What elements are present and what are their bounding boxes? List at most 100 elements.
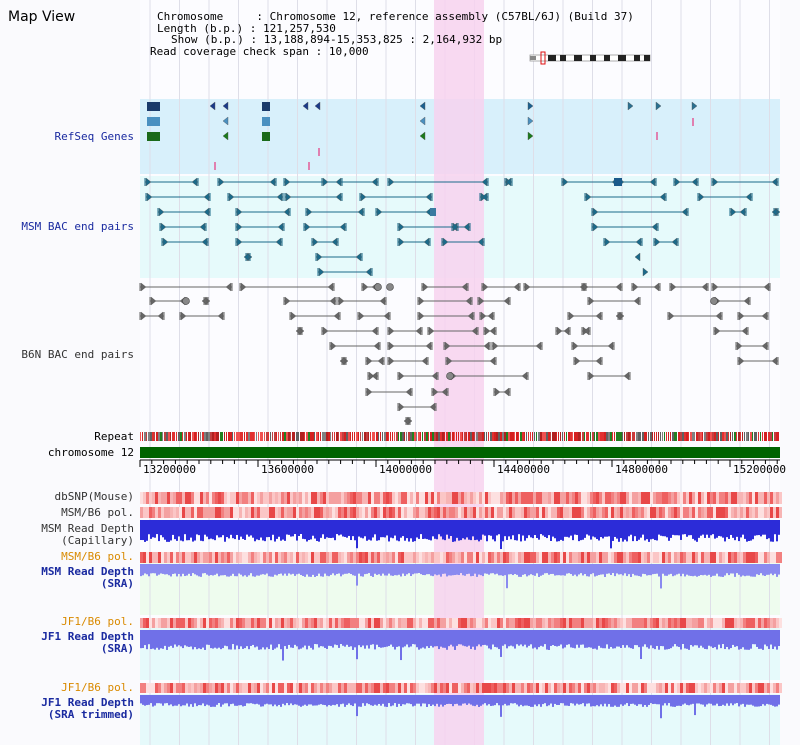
polymorphism-cell [545,507,548,518]
polymorphism-cell [167,492,170,504]
polymorphism-cell [515,507,518,518]
read-depth-bar [424,520,426,539]
read-depth-bar [152,695,154,707]
polymorphism-cell [653,618,656,628]
polymorphism-cell [677,683,680,693]
polymorphism-cell [335,507,338,518]
jf1-depth-sra-label[interactable]: JF1 Read Depth [41,630,134,643]
repeat-segment [510,432,512,441]
jf1-depth-trimmed-label[interactable]: JF1 Read Depth [41,696,134,709]
msm-depth-sra-label-2[interactable]: (SRA) [100,577,134,590]
repeat-segment [668,432,669,441]
polymorphism-cell [584,683,587,693]
read-depth-bar [574,564,576,575]
read-depth-bar [424,695,426,704]
repeat-segment [374,432,375,441]
feature-arrow [651,222,658,232]
repeat-segment [686,432,688,441]
msm-bac-label[interactable]: MSM BAC end pairs [21,220,134,233]
read-depth-bar [584,564,586,575]
polymorphism-cell [425,552,428,563]
read-depth-bar [512,564,514,576]
polymorphism-tracks[interactable] [140,492,782,693]
jf1-depth-sra-label-2[interactable]: (SRA) [100,642,134,655]
chromosome-ideogram[interactable] [529,51,651,65]
read-depth-bar [636,695,638,706]
repeat-segment [676,432,677,441]
msm-depth-sra-label[interactable]: MSM Read Depth [41,565,134,578]
dbsnp-label[interactable]: dbSNP(Mouse) [54,490,134,503]
polymorphism-cell [212,492,215,504]
polymorphism-cell [752,507,755,518]
read-depth-bar [518,630,520,646]
polymorphism-cell [278,492,281,504]
polymorphism-cell [680,507,683,518]
read-depth-bar [392,520,394,539]
jf1-b6-pol-label-2[interactable]: JF1/B6 pol. [61,681,134,694]
polymorphism-cell [311,683,314,693]
polymorphism-cell [449,683,452,693]
repeat-segment [708,432,710,441]
feature-arrow [595,311,602,321]
read-depth-bar [458,695,460,706]
track-features[interactable] [139,101,781,426]
repeat-segment [444,432,445,441]
repeat-segment [440,432,442,441]
polymorphism-cell [755,552,758,563]
repeat-track[interactable] [140,432,779,441]
read-depth-bar [194,564,196,575]
repeat-segment [470,432,472,441]
polymorphism-cell [632,683,635,693]
read-depth-bar [298,564,300,574]
read-depth-bar [644,695,646,706]
read-depth-bar [572,520,574,541]
read-depth-bar [706,564,708,576]
repeat-segment [382,432,383,441]
read-depth-bar [532,630,534,649]
read-depth-bar [524,564,526,575]
read-depth-bar [506,630,508,649]
feature-arrow [521,371,528,381]
read-depth-bar [492,695,494,706]
read-depth-bar [306,695,308,706]
read-depth-bar [220,520,222,538]
read-depth-bar [592,695,594,707]
polymorphism-cell [716,618,719,628]
read-depth-bar [446,630,448,650]
jf1-b6-pol-label-1[interactable]: JF1/B6 pol. [61,615,134,628]
b6n-bac-label[interactable]: B6N BAC end pairs [21,348,134,361]
read-depth-bar [428,630,430,648]
polymorphism-cell [581,683,584,693]
read-depth-bar [320,695,322,705]
polymorphism-cell [521,552,524,563]
feature-arrow [425,341,432,351]
refseq-genes-label[interactable]: RefSeq Genes [54,130,134,143]
jf1-depth-trimmed-label-2[interactable]: (SRA trimmed) [47,708,134,721]
chromosome-bar[interactable] [140,447,780,458]
polymorphism-cell [758,618,761,628]
read-depth-bar [692,630,694,647]
read-depth-bar [654,695,656,704]
feature-arrow [429,402,436,412]
repeat-label[interactable]: Repeat [94,430,134,443]
polymorphism-cell [443,507,446,518]
msm-depth-capillary-label-2[interactable]: (Capillary) [61,534,134,547]
msm-depth-capillary-label[interactable]: MSM Read Depth [41,522,134,535]
read-depth-bar [274,520,276,542]
msm-b6-pol-label-1[interactable]: MSM/B6 pol. [61,506,134,519]
polymorphism-cell [776,618,779,628]
read-depth-bar [438,695,440,707]
read-depth-bar [760,630,762,649]
msm-b6-pol-label-2[interactable]: MSM/B6 pol. [61,550,134,563]
read-depth-tracks[interactable] [140,520,780,719]
repeat-segment [478,432,480,441]
read-depth-bar [656,520,658,541]
polymorphism-cell [215,552,218,563]
read-depth-bar [364,520,366,537]
polymorphism-cell [776,507,779,518]
read-depth-bar [222,695,224,705]
chromosome-label-track[interactable]: chromosome 12 [47,446,134,459]
polymorphism-cell [317,492,320,504]
feature-arrow [736,341,743,351]
